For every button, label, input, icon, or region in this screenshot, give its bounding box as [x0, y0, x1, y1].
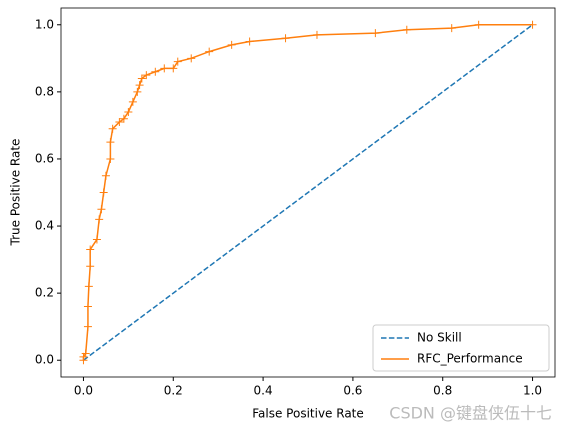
point-marker	[106, 138, 115, 147]
y-tick-label: 0.6	[35, 151, 54, 165]
point-marker	[173, 57, 182, 66]
point-marker	[83, 302, 92, 311]
x-tick-label: 0.2	[164, 384, 183, 398]
legend-label: No Skill	[417, 331, 462, 345]
point-marker	[84, 282, 93, 291]
x-axis-label: False Positive Rate	[252, 407, 364, 421]
x-tick-label: 0.6	[343, 384, 362, 398]
point-marker	[474, 20, 483, 29]
point-marker	[106, 154, 115, 163]
point-marker	[528, 20, 537, 29]
y-tick-label: 0.0	[35, 353, 54, 367]
legend-box	[372, 324, 550, 372]
point-marker	[447, 24, 456, 33]
x-tick-label: 0.4	[254, 384, 273, 398]
point-marker	[187, 54, 196, 63]
point-marker	[312, 30, 321, 39]
y-tick-label: 0.8	[35, 84, 54, 98]
point-marker	[115, 118, 124, 127]
point-marker	[83, 322, 92, 331]
point-marker	[108, 124, 117, 133]
point-marker	[124, 107, 133, 116]
point-marker	[119, 114, 128, 123]
point-marker	[245, 37, 254, 46]
point-marker	[133, 87, 142, 96]
point-marker	[402, 25, 411, 34]
point-marker	[79, 352, 88, 361]
point-marker	[101, 171, 110, 180]
point-marker	[371, 29, 380, 38]
y-tick-label: 0.4	[35, 219, 54, 233]
y-tick-label: 1.0	[35, 17, 54, 31]
y-axis-label: True Positive Rate	[9, 139, 23, 247]
watermark: CSDN @键盘侠伍十七	[389, 404, 552, 423]
point-marker	[135, 81, 144, 90]
point-marker	[151, 67, 160, 76]
point-marker	[160, 64, 169, 73]
point-marker	[86, 262, 95, 271]
x-tick-label: 0.0	[74, 384, 93, 398]
point-marker	[169, 64, 178, 73]
point-marker	[205, 47, 214, 56]
point-marker	[137, 74, 146, 83]
point-marker	[86, 245, 95, 254]
legend-label: RFC_Performance	[417, 352, 523, 366]
point-marker	[281, 34, 290, 43]
point-marker	[99, 188, 108, 197]
series-line	[83, 24, 533, 361]
plot-frame	[60, 7, 556, 378]
point-marker	[142, 71, 151, 80]
y-tick-label: 0.2	[35, 286, 54, 300]
point-marker	[227, 40, 236, 49]
x-tick-label: 1.0	[523, 384, 542, 398]
x-tick-label: 0.8	[433, 384, 452, 398]
point-marker	[81, 349, 90, 358]
point-marker	[97, 205, 106, 214]
point-marker	[95, 215, 104, 224]
point-marker	[128, 97, 137, 106]
point-marker	[92, 235, 101, 244]
